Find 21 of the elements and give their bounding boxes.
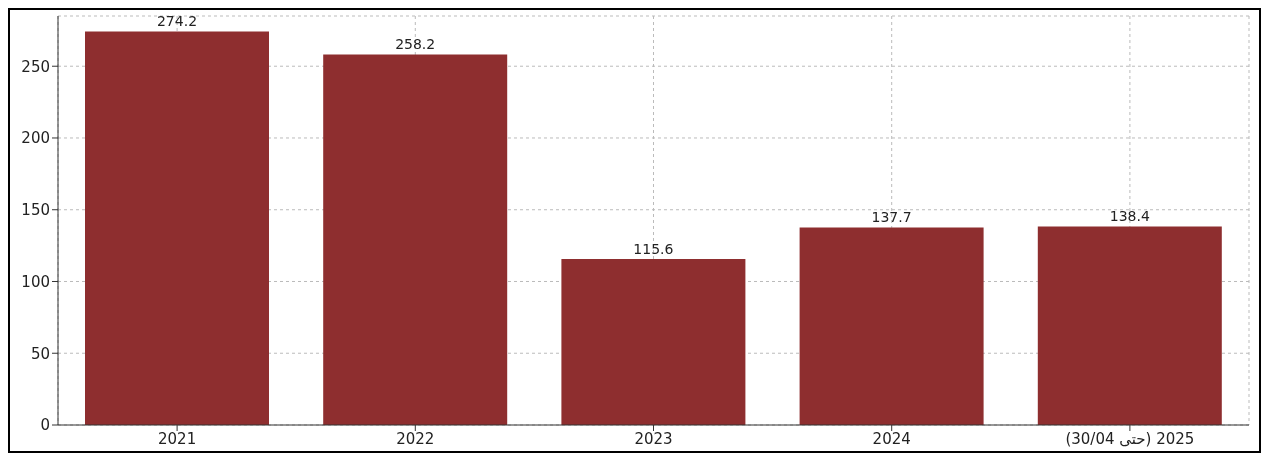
data-label: 137.7 — [871, 209, 912, 226]
bar — [323, 54, 508, 425]
bar — [799, 227, 984, 425]
bar — [85, 31, 269, 425]
bar — [561, 259, 746, 425]
y-tick-label: 150 — [21, 201, 50, 220]
x-tick-label: 2025 (حتى 30/04) — [1065, 429, 1195, 448]
x-tick-label: 2023 — [634, 429, 673, 448]
data-label: 138.4 — [1109, 208, 1150, 225]
x-tick-label: 2021 — [158, 429, 197, 448]
data-label: 258.2 — [395, 36, 436, 53]
bar — [1037, 226, 1222, 425]
y-tick-label: 250 — [21, 57, 50, 76]
y-tick-label: 100 — [21, 272, 50, 291]
x-tick-label: 2022 — [396, 429, 435, 448]
y-tick-label: 0 — [40, 416, 50, 435]
y-tick-label: 50 — [30, 344, 50, 363]
data-label: 115.6 — [633, 241, 674, 258]
data-label: 274.2 — [156, 13, 198, 30]
y-tick-label: 200 — [21, 129, 50, 148]
x-tick-label: 2024 — [872, 429, 911, 448]
